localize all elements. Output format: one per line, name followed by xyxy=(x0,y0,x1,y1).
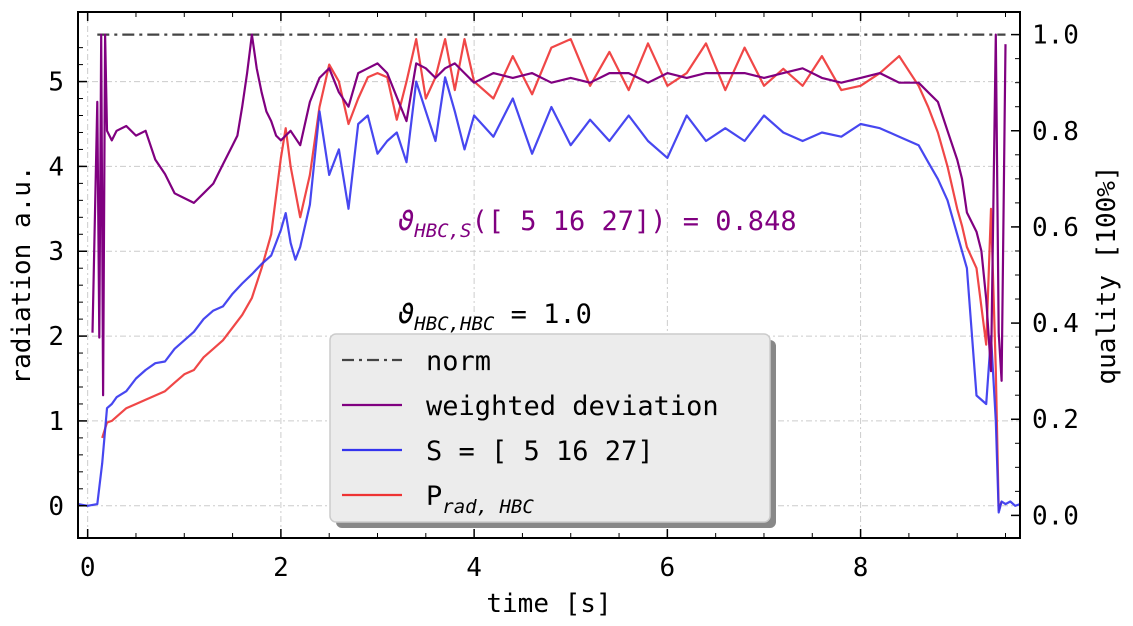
legend-box xyxy=(329,333,771,523)
annotation-symbol: ϑ xyxy=(398,299,414,330)
annotation-subscript: HBC,HBC xyxy=(413,313,495,335)
y2-tick-label: 0.8 xyxy=(1032,117,1079,147)
legend-entry: S = [ 5 16 27] xyxy=(426,436,654,467)
y-axis-left: 0 1 2 3 4 5 xyxy=(48,47,87,522)
y2-tick-label: 0.6 xyxy=(1032,213,1079,243)
y2-tick-label: 0.0 xyxy=(1032,501,1079,531)
annotation-norm-quality: ϑHBC,HBC = 1.0 xyxy=(398,299,592,335)
y-tick-label: 0 xyxy=(48,492,64,522)
legend-entry: weighted deviation xyxy=(426,391,719,422)
annotation-value: ([ 5 16 27]) = 0.848 xyxy=(471,206,796,237)
legend-label: P xyxy=(426,481,442,512)
annotation-subscript: HBC,S xyxy=(413,220,471,242)
x-axis-label: time [s] xyxy=(486,589,611,619)
y-tick-label: 1 xyxy=(48,407,64,437)
x-tick-label: 2 xyxy=(273,553,289,583)
x-tick-label: 0 xyxy=(80,553,96,583)
legend-label: weighted deviation xyxy=(426,391,719,422)
x-axis: 0 2 4 6 8 xyxy=(80,12,1007,583)
series-group xyxy=(77,33,1021,514)
annotation-value: = 1.0 xyxy=(494,299,592,330)
y2-tick-label: 0.2 xyxy=(1032,405,1079,435)
legend-label-subscript: rad, HBC xyxy=(442,496,534,518)
y2-tick-label: 0.4 xyxy=(1032,309,1079,339)
y2-tick-label: 1.0 xyxy=(1032,21,1079,51)
legend-entry: Prad, HBC xyxy=(426,481,534,518)
annotation-symbol: ϑ xyxy=(398,206,414,237)
y-tick-label: 5 xyxy=(48,68,64,98)
y-tick-label: 4 xyxy=(48,152,64,182)
x-tick-label: 8 xyxy=(853,553,869,583)
y-tick-label: 3 xyxy=(48,237,64,267)
annotation-weighted-quality: ϑHBC,S([ 5 16 27]) = 0.848 xyxy=(398,206,797,242)
y-tick-label: 2 xyxy=(48,322,64,352)
legend-label: norm xyxy=(426,346,491,377)
x-tick-label: 4 xyxy=(466,553,482,583)
series-line-s-5-16-27 xyxy=(77,76,1021,514)
y-axis-right: 0.0 0.2 0.4 0.6 0.8 1.0 xyxy=(1011,21,1079,531)
legend: norm weighted deviation S = [ 5 16 27] Prad… xyxy=(329,333,776,528)
series-line-prad-hbc xyxy=(101,37,1003,512)
series-line-weighted-deviation xyxy=(91,33,1007,397)
y-axis-label: radiation a.u. xyxy=(7,165,37,384)
legend-entry: norm xyxy=(426,346,491,377)
x-tick-label: 6 xyxy=(660,553,676,583)
legend-label: S = [ 5 16 27] xyxy=(426,436,654,467)
y2-axis-label: quality [100%] xyxy=(1092,165,1122,384)
